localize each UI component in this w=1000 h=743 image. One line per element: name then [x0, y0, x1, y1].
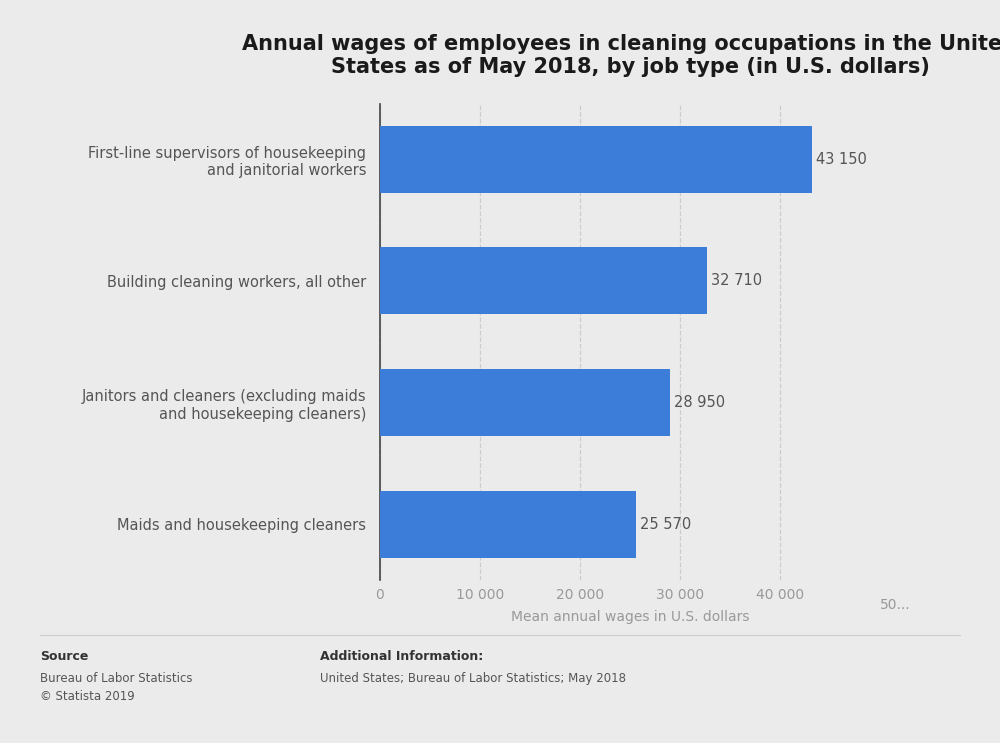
Bar: [380, 491, 636, 558]
Bar: [380, 369, 670, 436]
Text: 25 570: 25 570: [640, 517, 691, 532]
Bar: [380, 247, 707, 314]
Text: Additional Information:: Additional Information:: [320, 650, 483, 663]
Text: Source: Source: [40, 650, 88, 663]
Text: 28 950: 28 950: [674, 395, 725, 410]
Text: 50...: 50...: [880, 598, 910, 612]
Text: Bureau of Labor Statistics
© Statista 2019: Bureau of Labor Statistics © Statista 20…: [40, 672, 192, 704]
Bar: [380, 126, 812, 192]
Text: 43 150: 43 150: [816, 152, 866, 166]
Text: United States; Bureau of Labor Statistics; May 2018: United States; Bureau of Labor Statistic…: [320, 672, 626, 685]
Text: 32 710: 32 710: [711, 273, 762, 288]
Title: Annual wages of employees in cleaning occupations in the United
States as of May: Annual wages of employees in cleaning oc…: [242, 34, 1000, 77]
X-axis label: Mean annual wages in U.S. dollars: Mean annual wages in U.S. dollars: [511, 610, 749, 624]
